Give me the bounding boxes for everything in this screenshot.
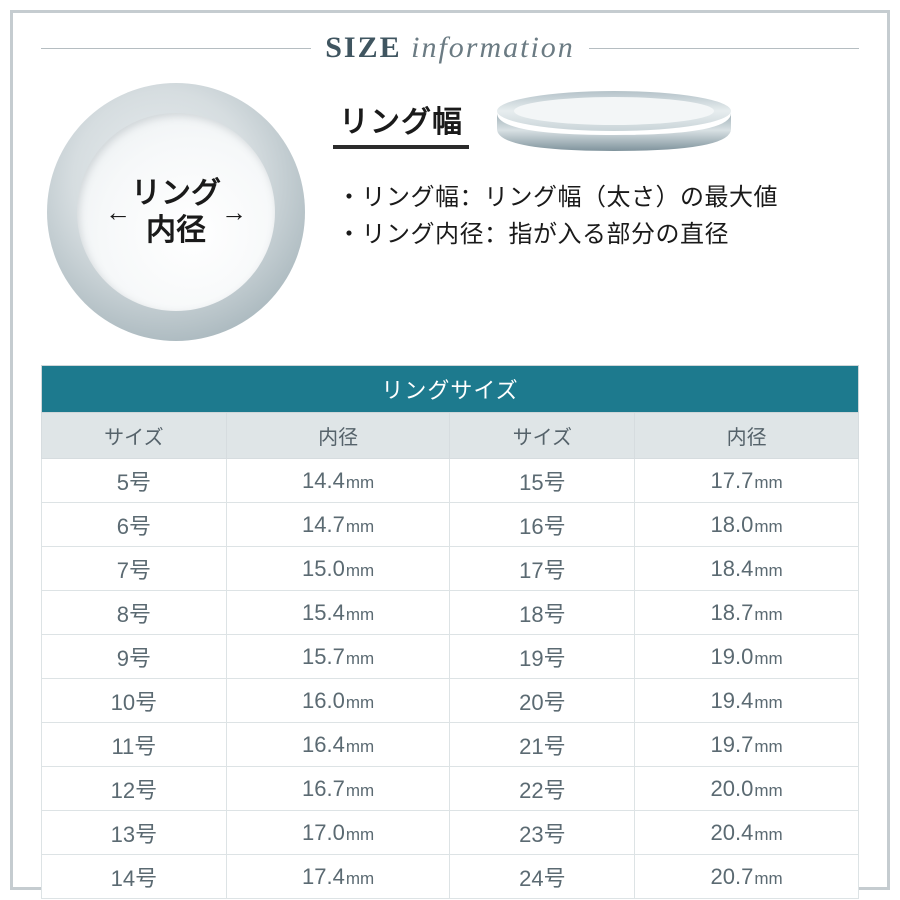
size-cell: 20号 <box>450 679 635 723</box>
table-row: 5号14.4mm15号17.7mm <box>42 459 859 503</box>
size-cell: 5号 <box>42 459 227 503</box>
size-cell: 23号 <box>450 811 635 855</box>
diameter-cell: 14.4mm <box>226 459 450 503</box>
diameter-cell: 20.0mm <box>635 767 859 811</box>
table-row: 10号16.0mm20号19.4mm <box>42 679 859 723</box>
table-title-cell: リングサイズ <box>42 366 859 413</box>
table-row: 14号17.4mm24号20.7mm <box>42 855 859 899</box>
size-cell: 12号 <box>42 767 227 811</box>
size-cell: 11号 <box>42 723 227 767</box>
ring-label-line1: リング <box>131 177 221 210</box>
size-cell: 7号 <box>42 547 227 591</box>
description-list: ・リング幅：リング幅（太さ）の最大値 ・リング内径：指が入る部分の直径 <box>333 179 853 253</box>
table-header-cell: サイズ <box>450 413 635 459</box>
table-row: 12号16.7mm22号20.0mm <box>42 767 859 811</box>
ring-inner-label: リング 内径 <box>131 175 221 250</box>
diameter-cell: 17.0mm <box>226 811 450 855</box>
table-header-cell: 内径 <box>635 413 859 459</box>
size-cell: 13号 <box>42 811 227 855</box>
size-cell: 24号 <box>450 855 635 899</box>
title-row: SIZE information <box>41 31 859 65</box>
diameter-cell: 17.7mm <box>635 459 859 503</box>
diameter-cell: 17.4mm <box>226 855 450 899</box>
diameter-cell: 19.0mm <box>635 635 859 679</box>
table-title-row: リングサイズ <box>42 366 859 413</box>
ring-side-svg <box>489 89 739 157</box>
ring-front-diagram: ← リング 内径 → <box>47 83 305 341</box>
size-info-card: SIZE information ← リング 内径 → リング幅 <box>10 10 890 890</box>
ring-side-diagram <box>489 89 739 157</box>
diameter-cell: 15.4mm <box>226 591 450 635</box>
diagram-area: ← リング 内径 → リング幅 <box>41 83 859 359</box>
ring-width-label: リング幅 <box>333 97 469 149</box>
table-row: 13号17.0mm23号20.4mm <box>42 811 859 855</box>
size-cell: 19号 <box>450 635 635 679</box>
description-line: ・リング幅：リング幅（太さ）の最大値 <box>337 179 853 216</box>
size-cell: 8号 <box>42 591 227 635</box>
diameter-cell: 20.4mm <box>635 811 859 855</box>
diameter-cell: 18.7mm <box>635 591 859 635</box>
size-cell: 21号 <box>450 723 635 767</box>
size-cell: 22号 <box>450 767 635 811</box>
title-light: information <box>411 31 575 64</box>
ring-inner-label-wrap: ← リング 内径 → <box>47 83 305 341</box>
table-row: 8号15.4mm18号18.7mm <box>42 591 859 635</box>
diameter-cell: 20.7mm <box>635 855 859 899</box>
diameter-cell: 16.7mm <box>226 767 450 811</box>
size-cell: 10号 <box>42 679 227 723</box>
ring-label-line2: 内径 <box>146 214 206 247</box>
table-header-cell: サイズ <box>42 413 227 459</box>
arrow-left-icon: ← <box>105 197 131 228</box>
size-cell: 9号 <box>42 635 227 679</box>
diameter-cell: 18.4mm <box>635 547 859 591</box>
size-cell: 15号 <box>450 459 635 503</box>
title-bold: SIZE <box>325 31 401 64</box>
diagram-right-column: リング幅 <box>333 83 853 253</box>
size-cell: 14号 <box>42 855 227 899</box>
diameter-cell: 15.7mm <box>226 635 450 679</box>
table-row: 11号16.4mm21号19.7mm <box>42 723 859 767</box>
table-row: 6号14.7mm16号18.0mm <box>42 503 859 547</box>
size-cell: 18号 <box>450 591 635 635</box>
ring-width-row: リング幅 <box>333 89 853 157</box>
size-cell: 6号 <box>42 503 227 547</box>
diameter-cell: 18.0mm <box>635 503 859 547</box>
arrow-right-icon: → <box>221 197 247 228</box>
table-row: 9号15.7mm19号19.0mm <box>42 635 859 679</box>
table-header-row: サイズ内径サイズ内径 <box>42 413 859 459</box>
diameter-cell: 14.7mm <box>226 503 450 547</box>
table-header-cell: 内径 <box>226 413 450 459</box>
diameter-cell: 15.0mm <box>226 547 450 591</box>
diameter-cell: 16.0mm <box>226 679 450 723</box>
size-cell: 17号 <box>450 547 635 591</box>
diameter-cell: 19.7mm <box>635 723 859 767</box>
description-line: ・リング内径：指が入る部分の直径 <box>337 216 853 253</box>
size-cell: 16号 <box>450 503 635 547</box>
diameter-cell: 19.4mm <box>635 679 859 723</box>
diameter-cell: 16.4mm <box>226 723 450 767</box>
title-rule-right <box>589 48 859 49</box>
table-row: 7号15.0mm17号18.4mm <box>42 547 859 591</box>
title-rule-left <box>41 48 311 49</box>
ring-size-table: リングサイズサイズ内径サイズ内径5号14.4mm15号17.7mm6号14.7m… <box>41 365 859 899</box>
title-text: SIZE information <box>325 31 575 65</box>
